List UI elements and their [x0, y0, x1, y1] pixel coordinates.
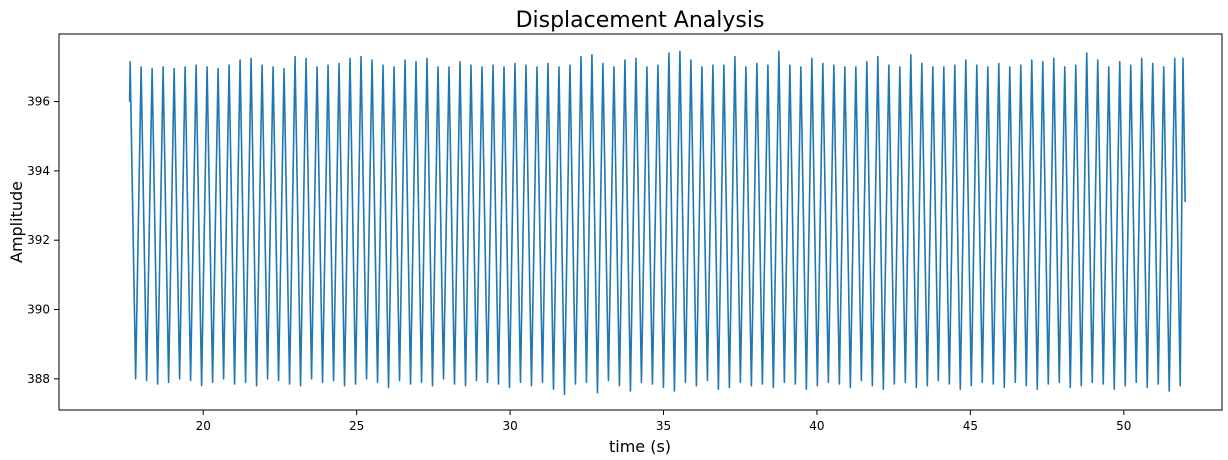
x-tick-label: 40: [809, 419, 824, 433]
y-tick-label: 396: [27, 95, 50, 109]
y-tick-label: 394: [27, 164, 50, 178]
y-tick-label: 390: [27, 303, 50, 317]
y-axis-label: Amplitude: [7, 181, 26, 263]
x-tick-label: 20: [196, 419, 211, 433]
plot-area-frame: [58, 33, 1223, 411]
x-axis: 20 25 30 35 40 45 50: [196, 410, 1131, 433]
y-tick-label: 392: [27, 233, 50, 247]
chart-title: Displacement Analysis: [516, 8, 765, 33]
y-tick-label: 388: [27, 372, 50, 386]
x-tick-label: 50: [1116, 419, 1131, 433]
x-tick-label: 25: [349, 419, 364, 433]
x-tick-label: 35: [656, 419, 671, 433]
y-axis: 388 390 392 394 396: [27, 95, 59, 386]
plot-lines: [128, 50, 1186, 396]
x-tick-label: 45: [963, 419, 978, 433]
series-line-0: [128, 50, 1186, 396]
x-axis-label: time (s): [609, 437, 671, 456]
x-tick-label: 30: [502, 419, 517, 433]
